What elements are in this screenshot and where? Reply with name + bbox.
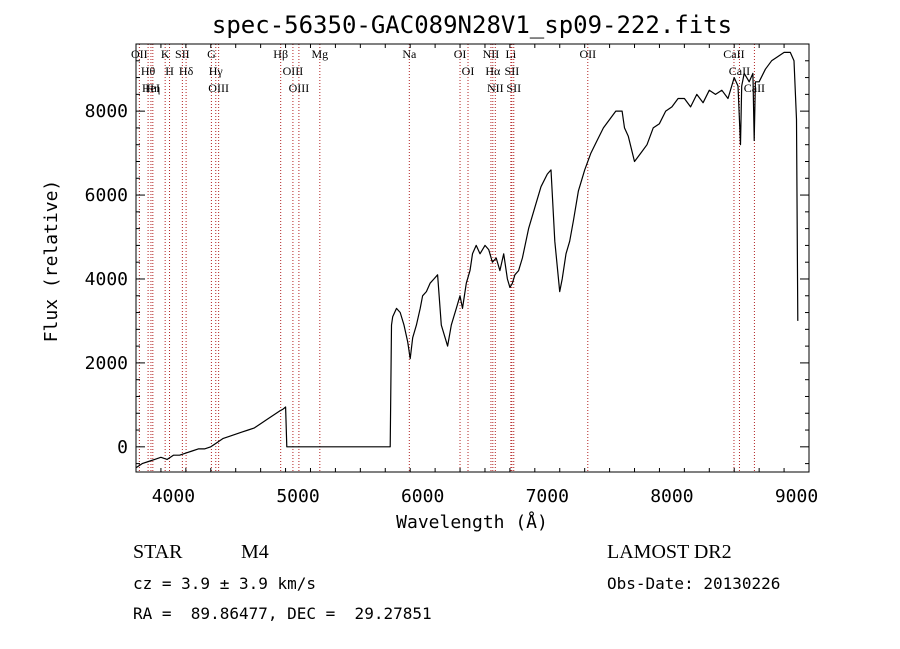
line-label: OIII — [208, 81, 229, 95]
line-label: SII — [506, 81, 521, 95]
x-tick-label: 9000 — [775, 486, 818, 507]
line-label: CaII — [723, 47, 744, 61]
line-label: NII — [483, 47, 500, 61]
line-label: SII — [175, 47, 190, 61]
line-label: SII — [505, 64, 520, 78]
x-tick-label: 4000 — [152, 486, 195, 507]
line-label: Mg — [311, 47, 328, 61]
line-label: Na — [402, 47, 417, 61]
x-tick-label: 5000 — [276, 486, 319, 507]
obs-date: Obs-Date: 20130226 — [607, 574, 781, 593]
y-axis-label: Flux (relative) — [41, 180, 62, 343]
y-tick-label: 6000 — [85, 185, 128, 206]
line-label: Hγ — [209, 64, 224, 78]
line-label: OIII — [289, 81, 310, 95]
line-label: Hδ — [179, 64, 194, 78]
line-label: Hα — [485, 64, 501, 78]
survey-name: LAMOST DR2 — [607, 541, 732, 563]
line-label: Hβ — [273, 47, 288, 61]
y-tick-label: 0 — [117, 437, 128, 458]
object-class: STAR — [133, 541, 183, 563]
x-tick-label: 8000 — [650, 486, 693, 507]
line-label: HeI — [142, 81, 160, 95]
x-tick-label: 7000 — [526, 486, 569, 507]
y-tick-label: 2000 — [85, 353, 128, 374]
line-label: OIII — [283, 64, 304, 78]
line-label: OI — [454, 47, 467, 61]
line-label: G — [207, 47, 216, 61]
chart-title: spec-56350-GAC089N28V1_sp09-222.fits — [212, 11, 732, 39]
x-tick-label: 6000 — [401, 486, 444, 507]
line-label: CaII — [744, 81, 765, 95]
line-label: Hθ — [141, 64, 156, 78]
line-label: H — [165, 64, 174, 78]
spectrum-line — [135, 51, 799, 469]
y-tick-label: 4000 — [85, 269, 128, 290]
line-label: CaII — [729, 64, 750, 78]
plot-frame — [135, 43, 810, 473]
line-label: Hη — [145, 81, 160, 95]
line-label: Li — [506, 47, 517, 61]
line-label: OI — [462, 64, 475, 78]
y-tick-label: 8000 — [85, 101, 128, 122]
line-label: K — [161, 47, 170, 61]
coordinates-text: RA = 89.86477, DEC = 29.27851 — [133, 604, 432, 623]
x-axis-label: Wavelength (Å) — [396, 511, 548, 533]
redshift-text: cz = 3.9 ± 3.9 km/s — [133, 574, 317, 593]
line-label: NII — [487, 81, 504, 95]
object-subclass: M4 — [241, 541, 269, 563]
line-label: OII — [131, 47, 148, 61]
line-label: OII — [579, 47, 596, 61]
